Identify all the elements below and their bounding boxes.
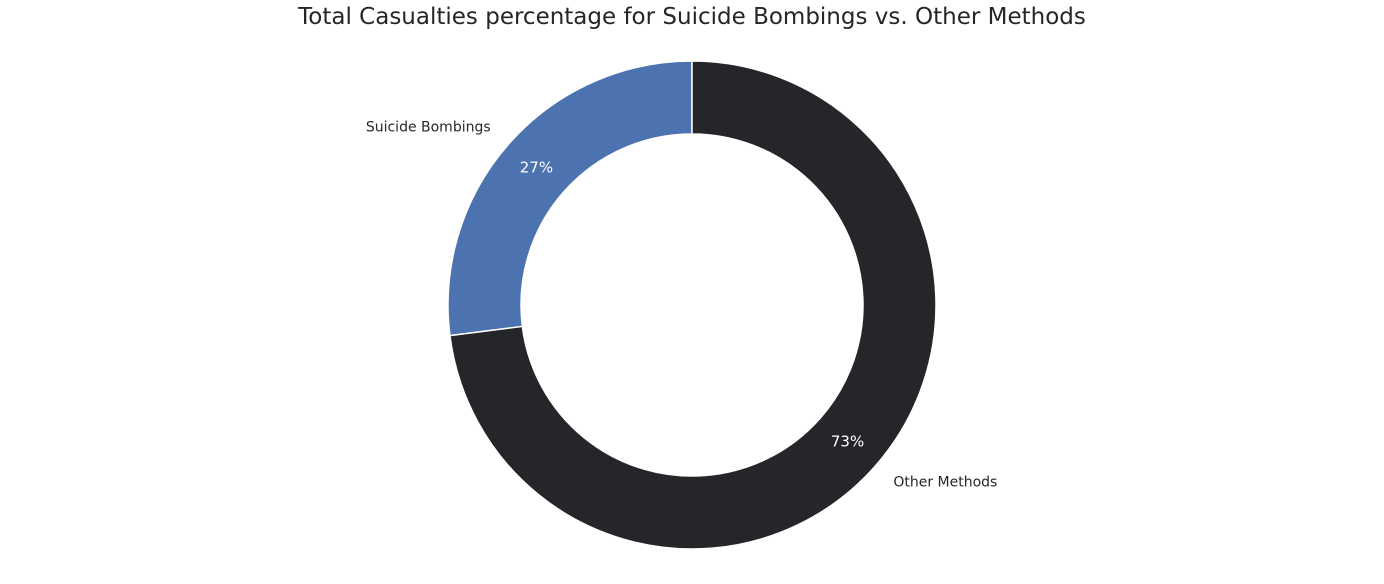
pct-label-other-methods: 73% [831,433,864,451]
slice-other-methods [449,60,937,550]
pct-label-suicide-bombings: 27% [520,158,553,176]
chart-title: Total Casualties percentage for Suicide … [298,4,1086,30]
slice-label-suicide-bombings: Suicide Bombings [366,120,491,136]
slice-label-other-methods: Other Methods [893,474,997,490]
slice-suicide-bombings [447,60,693,337]
